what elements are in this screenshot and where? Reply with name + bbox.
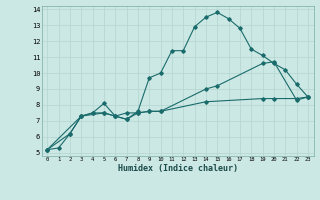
X-axis label: Humidex (Indice chaleur): Humidex (Indice chaleur) [118, 164, 237, 173]
